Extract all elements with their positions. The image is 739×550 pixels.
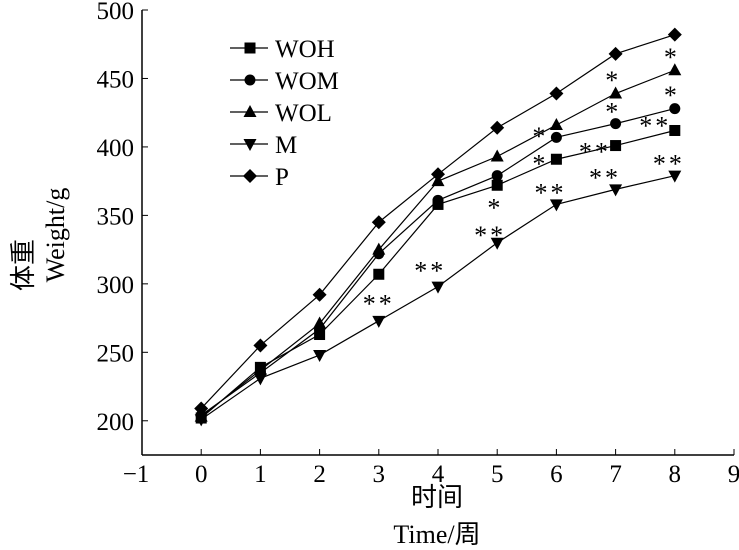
x-tick-label: 0 bbox=[195, 461, 208, 488]
significance-marker: * bbox=[532, 122, 548, 151]
significance-marker: ** bbox=[579, 137, 611, 166]
x-tick-label: 6 bbox=[550, 461, 563, 488]
data-point-woh bbox=[373, 268, 385, 280]
axes: −1 0 1 2 3 4 5 6 7 8 9 200 250 300 350 400 450 500 bbox=[97, 0, 739, 488]
data-point-m bbox=[490, 237, 504, 250]
legend-label-m: M bbox=[275, 132, 297, 159]
y-tick-label: 250 bbox=[97, 340, 135, 367]
significance-marker: * bbox=[605, 66, 621, 95]
data-point-wom bbox=[432, 194, 444, 206]
y-tick-label: 400 bbox=[97, 135, 135, 162]
data-point-wom bbox=[491, 170, 503, 182]
data-point-wom bbox=[669, 103, 681, 115]
x-tick-label: 4 bbox=[432, 461, 445, 488]
legend-marker-wol bbox=[243, 105, 257, 117]
data-point-m bbox=[668, 170, 682, 183]
legend-marker-m bbox=[243, 139, 257, 151]
data-point-wol bbox=[253, 363, 267, 376]
legend-label-woh: WOH bbox=[275, 36, 335, 63]
series-line-p bbox=[200, 34, 675, 409]
y-axis-label: Weight/g bbox=[41, 188, 70, 283]
significance-marker: * bbox=[605, 98, 621, 127]
data-point-p bbox=[194, 401, 209, 416]
data-point-p bbox=[549, 86, 564, 101]
x-axis-label: Time/周 bbox=[393, 520, 480, 549]
data-point-woh bbox=[669, 124, 681, 136]
significance-marker: ** bbox=[653, 150, 685, 179]
y-axis-label-cn: 体重 bbox=[9, 239, 38, 291]
data-point-wol bbox=[668, 63, 682, 76]
data-point-p bbox=[312, 287, 327, 302]
data-point-woh bbox=[491, 179, 503, 191]
series-lines bbox=[194, 27, 682, 427]
significance-marker: * bbox=[532, 150, 548, 179]
data-point-wol bbox=[490, 149, 504, 162]
y-tick-label: 500 bbox=[97, 0, 135, 25]
significance-annotations: *********************** bbox=[363, 43, 685, 318]
data-point-wol bbox=[549, 118, 563, 131]
data-point-wom bbox=[610, 118, 622, 130]
data-point-m bbox=[194, 414, 208, 427]
y-tick-label: 450 bbox=[97, 66, 135, 93]
data-point-p bbox=[490, 120, 505, 135]
data-point-wol bbox=[313, 316, 327, 329]
significance-marker: ** bbox=[363, 289, 395, 318]
data-point-p bbox=[371, 215, 386, 230]
data-point-m bbox=[431, 281, 445, 294]
data-point-wol bbox=[372, 242, 386, 255]
data-point-m bbox=[253, 373, 267, 386]
legend-label-p: P bbox=[275, 164, 289, 191]
x-axis-label-cn: 时间 bbox=[411, 483, 463, 512]
significance-marker: ** bbox=[589, 163, 621, 192]
x-tick-label: 8 bbox=[669, 461, 682, 488]
data-point-p bbox=[431, 167, 445, 182]
x-tick-label: −1 bbox=[123, 461, 150, 488]
data-point-m bbox=[372, 315, 386, 328]
data-point-m bbox=[313, 350, 327, 363]
series-line-m bbox=[200, 175, 675, 420]
significance-marker: ** bbox=[474, 221, 506, 250]
data-point-p bbox=[608, 46, 623, 61]
significance-marker: * bbox=[487, 193, 503, 222]
y-tick-label: 350 bbox=[97, 203, 135, 230]
legend-marker-wom bbox=[244, 74, 256, 86]
x-tick-label: 1 bbox=[254, 461, 267, 488]
x-tick-label: 5 bbox=[491, 461, 504, 488]
data-point-wom bbox=[550, 131, 562, 143]
significance-marker: ** bbox=[639, 111, 671, 140]
x-tick-label: 7 bbox=[609, 461, 622, 488]
data-point-woh bbox=[610, 140, 622, 152]
x-tick-label: 3 bbox=[373, 461, 386, 488]
x-tick-label: 9 bbox=[728, 461, 739, 488]
legend-label-wom: WOM bbox=[275, 68, 339, 95]
legend: WOH WOM WOL MP bbox=[230, 36, 339, 191]
data-point-woh bbox=[550, 153, 562, 165]
significance-marker: * bbox=[664, 43, 680, 72]
legend-label-wol: WOL bbox=[275, 100, 332, 127]
data-point-m bbox=[609, 184, 623, 197]
significance-marker: ** bbox=[534, 178, 566, 207]
y-tick-label: 300 bbox=[97, 272, 135, 299]
data-point-wol bbox=[609, 86, 623, 99]
legend-marker-woh bbox=[244, 42, 256, 54]
significance-marker: ** bbox=[414, 256, 446, 285]
data-point-m bbox=[549, 199, 563, 212]
significance-marker: * bbox=[664, 81, 680, 110]
legend-marker-p bbox=[243, 169, 257, 183]
data-point-p bbox=[253, 338, 268, 353]
data-point-p bbox=[667, 27, 682, 42]
y-tick-label: 200 bbox=[97, 409, 135, 436]
x-tick-label: 2 bbox=[313, 461, 326, 488]
